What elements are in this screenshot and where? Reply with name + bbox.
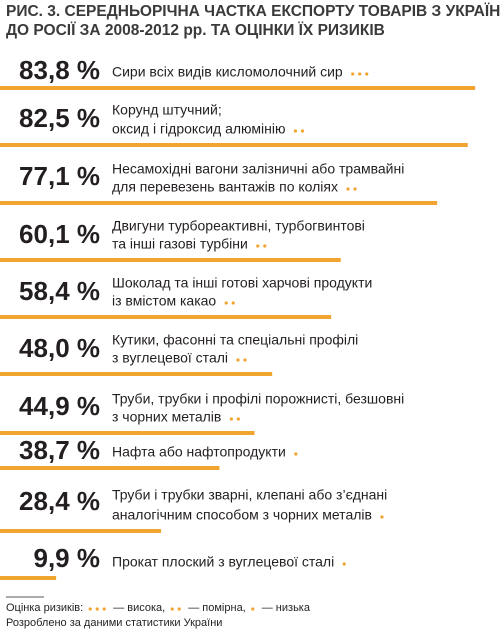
bar	[0, 576, 57, 580]
risk-dot	[170, 607, 174, 611]
bar	[0, 86, 476, 90]
category-label: для перевезень вантажів по коліях	[112, 179, 338, 195]
value-label: 77,1 %	[19, 161, 100, 191]
risk-dot	[294, 452, 298, 456]
risk-dot	[263, 244, 267, 248]
category-label: Нафта або нафтопродукти	[112, 444, 286, 460]
value-label: 44,9 %	[19, 391, 100, 421]
risk-dot	[353, 187, 357, 191]
category-label: Сири всіх видів кисломолочний сир	[112, 64, 343, 80]
category-label: Корунд штучний;	[112, 102, 222, 118]
risk-dot	[358, 72, 362, 76]
risk-dot	[229, 417, 233, 421]
bar	[0, 143, 468, 147]
chart-title: РИС. 3. СЕРЕДНЬОРІЧНА ЧАСТКА ЕКСПОРТУ ТО…	[6, 3, 500, 20]
risk-dot	[177, 607, 181, 611]
bar	[0, 315, 332, 319]
bar	[0, 258, 341, 262]
risk-dot	[236, 417, 240, 421]
legend-label: — висока,	[113, 602, 165, 614]
risk-dot	[102, 607, 106, 611]
category-label: Двигуни турбореактивні, турбогвинтові	[112, 218, 365, 234]
legend-label: — помірна,	[188, 602, 246, 614]
category-label: Труби і трубки зварні, клепані або з’єдн…	[112, 487, 387, 503]
bar	[0, 431, 255, 435]
category-label: з вуглецевої сталі	[112, 350, 228, 366]
value-label: 28,4 %	[19, 486, 100, 516]
risk-dot	[300, 129, 305, 133]
bar	[0, 201, 438, 205]
risk-dot	[256, 244, 260, 248]
category-label: Кутики, фасонні та спеціальні профілі	[112, 332, 358, 348]
value-label: 9,9 %	[34, 543, 101, 573]
risk-dot	[380, 515, 384, 519]
category-label: Труби, трубки і профілі порожнисті, безш…	[112, 391, 404, 407]
category-label: Несамохідні вагони залізничні або трамва…	[112, 161, 404, 177]
category-label: із вмістом какао	[112, 293, 216, 309]
risk-dot	[293, 129, 298, 133]
value-label: 82,5 %	[19, 103, 100, 133]
risk-dot	[251, 607, 255, 611]
value-label: 60,1 %	[19, 219, 100, 249]
risk-dot	[342, 562, 346, 566]
legend-label: — низька	[262, 602, 311, 614]
category-label: Прокат плоский з вуглецевої сталі	[112, 554, 334, 570]
category-label: та інші газові турбіни	[112, 236, 248, 252]
category-label: аналогічним способом з чорних металів	[112, 507, 372, 523]
risk-dot	[243, 358, 247, 362]
category-label: оксид і гідроксид алюмінію	[112, 121, 285, 137]
risk-dot	[224, 301, 228, 305]
risk-dot	[351, 72, 355, 76]
bar	[0, 529, 162, 533]
legend-title: Оцінка ризиків:	[6, 602, 83, 614]
value-label: 38,7 %	[19, 435, 100, 465]
source: Розроблено за даними статистики України	[6, 617, 222, 629]
category-label: з чорних металів	[112, 409, 221, 425]
risk-dot	[365, 72, 369, 76]
risk-dot	[231, 301, 235, 305]
value-label: 58,4 %	[19, 276, 100, 306]
category-label: Шоколад та інші готові харчові продукти	[112, 275, 372, 291]
chart-title: ДО РОСІЇ ЗА 2008-2012 рр. ТА ОЦІНКИ ЇХ Р…	[6, 22, 385, 39]
risk-dot	[95, 607, 99, 611]
bar	[0, 372, 273, 376]
risk-dot	[236, 358, 240, 362]
risk-dot	[346, 187, 350, 191]
risk-dot	[88, 607, 92, 611]
bar	[0, 466, 220, 470]
value-label: 48,0 %	[19, 333, 100, 363]
value-label: 83,8 %	[19, 55, 100, 85]
